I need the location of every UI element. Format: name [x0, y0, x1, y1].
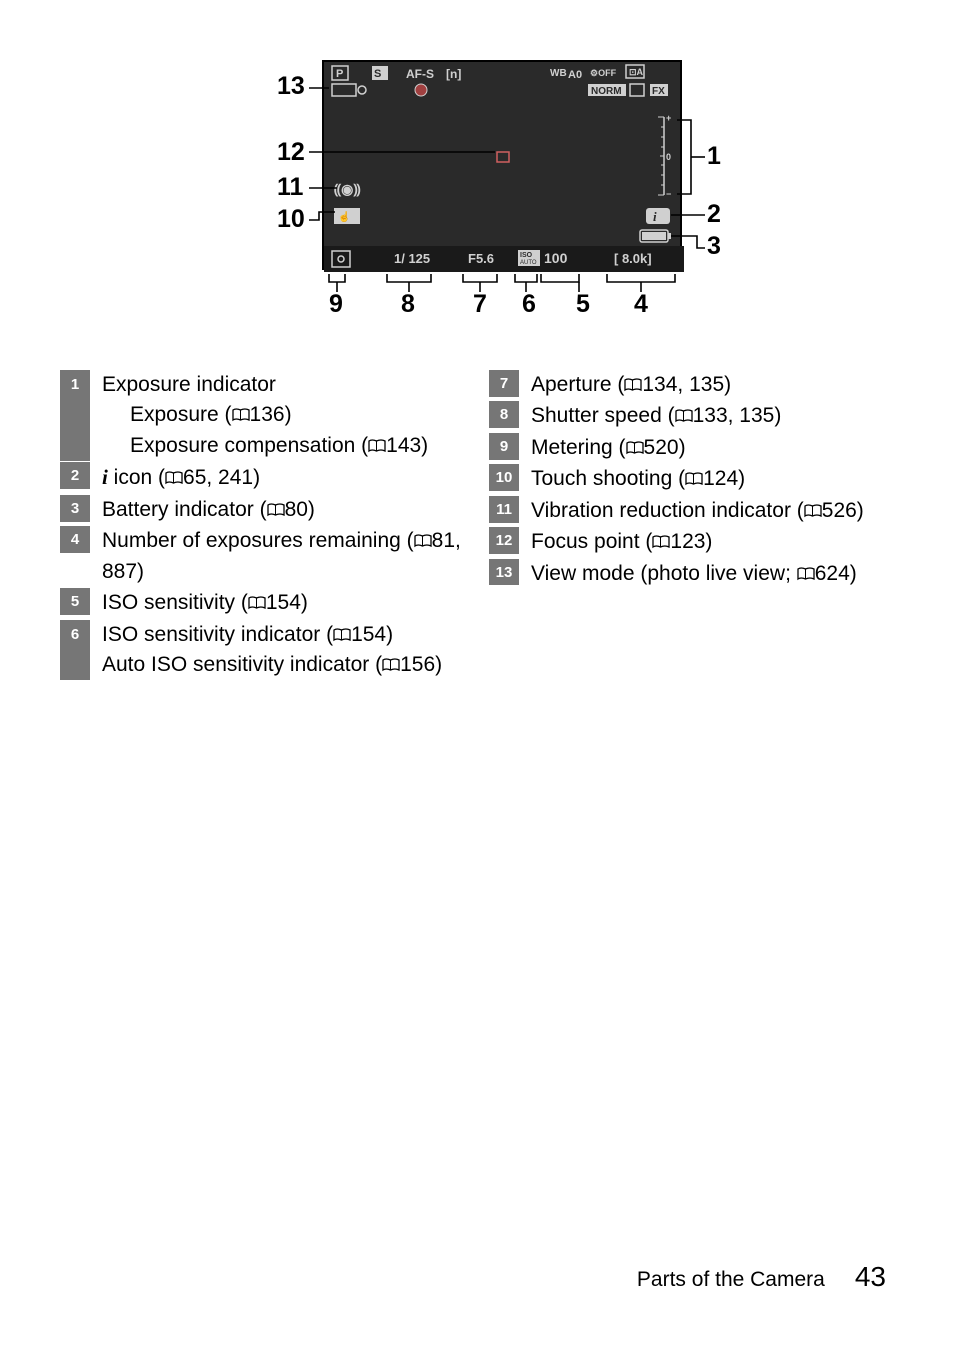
legend-item-4: 4Number of exposures remaining (81, 887) — [60, 526, 465, 587]
callout-12: 12 — [277, 138, 305, 167]
book-icon — [675, 409, 693, 423]
lcd-screen: P S AF-S [n] WB A0 ⚙OFF ⊡A NORM FX — [322, 60, 682, 270]
svg-text:☝: ☝ — [338, 210, 350, 223]
book-icon — [165, 471, 183, 485]
legend-number: 7 — [489, 370, 519, 397]
svg-text:WB: WB — [550, 68, 567, 79]
svg-text:AF-S: AF-S — [406, 67, 434, 81]
callout-9: 9 — [329, 290, 343, 319]
callout-10: 10 — [277, 205, 305, 234]
svg-text:AUTO: AUTO — [520, 260, 537, 266]
legend-item-13: 13View mode (photo live view; 624) — [489, 559, 894, 589]
svg-text:S: S — [374, 68, 381, 80]
callout-8: 8 — [401, 290, 415, 319]
lcd-diagram: 13 12 11 10 1 2 3 9 8 7 6 5 4 P S AF-S [… — [177, 60, 777, 340]
svg-text:A0: A0 — [568, 69, 582, 81]
book-icon — [685, 472, 703, 486]
legend-number: 12 — [489, 527, 519, 554]
book-icon — [624, 378, 642, 392]
svg-text:FX: FX — [652, 86, 665, 97]
svg-text:NORM: NORM — [591, 86, 622, 97]
legend-item-2: 2i icon (65, 241) — [60, 462, 465, 493]
page-footer: Parts of the Camera 43 — [637, 1261, 886, 1293]
footer-page: 43 — [855, 1261, 886, 1293]
callout-11: 11 — [277, 173, 303, 202]
callout-7: 7 — [473, 290, 487, 319]
book-icon — [368, 439, 386, 453]
book-icon — [652, 535, 670, 549]
legend-number: 8 — [489, 401, 519, 428]
callout-3: 3 — [707, 232, 721, 261]
svg-text:⊡A: ⊡A — [629, 67, 644, 77]
svg-text:⚙OFF: ⚙OFF — [590, 68, 617, 78]
legend-number: 1 — [60, 370, 90, 461]
legend-number: 6 — [60, 620, 90, 681]
legend-number: 2 — [60, 462, 90, 489]
legend-number: 3 — [60, 495, 90, 522]
svg-text:[n]: [n] — [446, 67, 461, 81]
legend-number: 13 — [489, 559, 519, 586]
callout-5: 5 — [576, 290, 590, 319]
book-icon — [267, 503, 285, 517]
legend-item-8: 8Shutter speed (133, 135) — [489, 401, 894, 431]
book-icon — [232, 408, 250, 422]
callout-2: 2 — [707, 200, 721, 229]
legend-item-6: 6ISO sensitivity indicator (154)Auto ISO… — [60, 620, 465, 681]
book-icon — [626, 441, 644, 455]
legend-number: 11 — [489, 496, 519, 523]
svg-text:P: P — [336, 68, 343, 80]
legend: 1Exposure indicatorExposure (136)Exposur… — [60, 370, 894, 681]
callout-4: 4 — [634, 290, 648, 319]
book-icon — [382, 658, 400, 672]
book-icon — [414, 534, 432, 548]
legend-number: 10 — [489, 464, 519, 491]
lcd-remaining: [ 8.0k] — [614, 251, 652, 266]
lcd-iso: 100 — [544, 250, 568, 266]
legend-item-10: 10Touch shooting (124) — [489, 464, 894, 494]
book-icon — [248, 596, 266, 610]
svg-text:+: + — [666, 113, 671, 123]
book-icon — [333, 628, 351, 642]
legend-number: 4 — [60, 526, 90, 553]
legend-item-12: 12Focus point (123) — [489, 527, 894, 557]
callout-13: 13 — [277, 72, 305, 101]
legend-item-7: 7Aperture (134, 135) — [489, 370, 894, 400]
svg-text:ISO: ISO — [520, 252, 533, 259]
lcd-aperture: F5.6 — [468, 251, 494, 266]
book-icon — [804, 504, 822, 518]
book-icon — [797, 567, 815, 581]
footer-section: Parts of the Camera — [637, 1268, 825, 1292]
callout-1: 1 — [707, 142, 721, 171]
legend-item-1: 1Exposure indicatorExposure (136)Exposur… — [60, 370, 465, 461]
legend-item-5: 5ISO sensitivity (154) — [60, 588, 465, 618]
legend-item-11: 11Vibration reduction indicator (526) — [489, 496, 894, 526]
svg-text:−: − — [666, 189, 671, 199]
lcd-shutter: 1/ 125 — [394, 251, 430, 266]
legend-number: 5 — [60, 588, 90, 615]
legend-number: 9 — [489, 433, 519, 460]
svg-text:⸨◉⸩: ⸨◉⸩ — [334, 181, 360, 197]
svg-text:0: 0 — [666, 152, 671, 162]
legend-item-3: 3Battery indicator (80) — [60, 495, 465, 525]
legend-item-9: 9Metering (520) — [489, 433, 894, 463]
svg-text:i: i — [653, 209, 657, 224]
callout-6: 6 — [522, 290, 536, 319]
